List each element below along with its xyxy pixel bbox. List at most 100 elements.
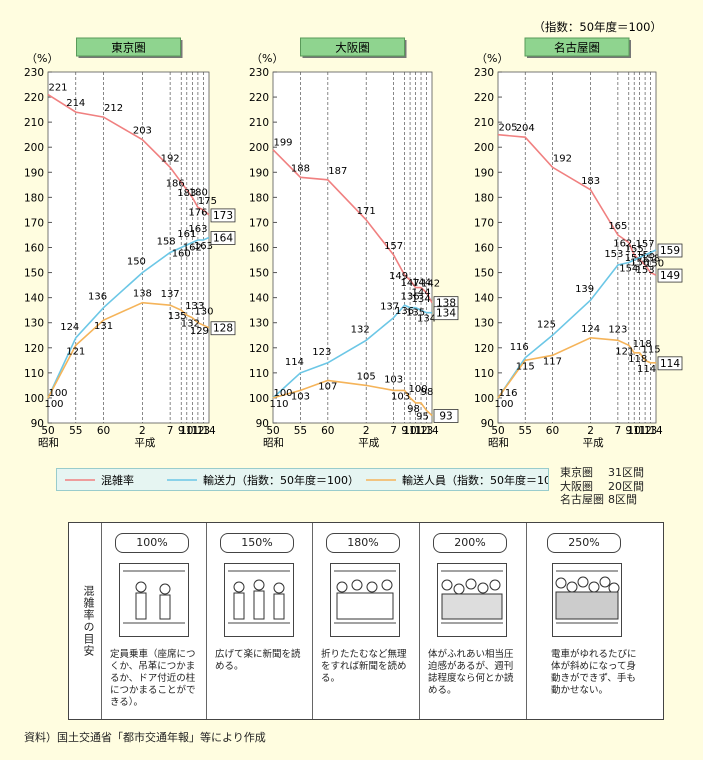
data-label-p: 132 <box>181 319 200 330</box>
y-tick-label: 200 <box>474 142 494 154</box>
y-tick-label: 100 <box>249 393 269 405</box>
data-label-t: 136 <box>401 292 420 303</box>
guide-item-100: 100% 定員乗車（座席につくか、吊革につかまるか、ドア付近の柱につかまることが… <box>101 523 206 719</box>
era-label-heisei: 平成 <box>583 437 604 449</box>
data-label-c: 180 <box>189 187 208 198</box>
x-tick-label: 11 <box>633 425 646 437</box>
data-label-t: 161 <box>177 229 196 240</box>
x-tick-label: 9 <box>401 425 408 437</box>
data-label-c: 199 <box>273 138 292 149</box>
end-value-c: 173 <box>213 210 233 222</box>
series-line-p <box>272 379 433 417</box>
y-tick-label: 100 <box>474 393 494 405</box>
x-tick-label: 12 <box>638 425 651 437</box>
y-tick-label: 90 <box>31 418 44 430</box>
data-label-c: 165 <box>608 221 627 232</box>
era-label-showa: 昭和 <box>488 437 509 449</box>
end-value-box-c <box>657 268 683 283</box>
y-tick-label: 210 <box>474 117 494 129</box>
data-label-p: 117 <box>543 356 562 367</box>
data-label-p: 121 <box>615 346 634 357</box>
data-label-c: 157 <box>625 253 644 264</box>
end-value-box-t <box>433 306 459 321</box>
end-value-box-p <box>657 356 683 371</box>
y-tick-label: 200 <box>249 142 269 154</box>
charts-area: （指数：50年度＝100） 90100110120130140150160170… <box>24 20 683 449</box>
data-label-t: 136 <box>88 292 107 303</box>
data-label-t: 137 <box>380 302 399 313</box>
y-tick-label: 230 <box>249 67 269 79</box>
guide-desc-250: 電車がゆれるたびに体が斜めになって身動きができず、手も動かせない。 <box>551 649 637 696</box>
chart-title-box <box>300 37 405 57</box>
data-label-c: 183 <box>177 188 196 199</box>
x-tick-label: 11 <box>186 425 199 437</box>
y-axis-unit: （%） <box>251 52 283 65</box>
y-tick-label: 150 <box>474 268 494 280</box>
y-tick-label: 140 <box>249 293 269 305</box>
data-label-t: 135 <box>406 308 425 319</box>
data-label-p: 133 <box>185 301 204 312</box>
crowd-illustration-150 <box>224 563 294 637</box>
data-label-t: 124 <box>60 322 79 333</box>
data-label-p: 124 <box>581 324 600 335</box>
data-label-p: 115 <box>642 344 661 355</box>
rate-badge-150: 150% <box>220 533 294 553</box>
x-tick-label: 2 <box>139 425 146 437</box>
data-label-c: 176 <box>188 207 207 218</box>
data-label-p: 98 <box>407 404 420 415</box>
x-tick-label: 10 <box>403 425 416 437</box>
y-tick-label: 170 <box>24 217 44 229</box>
y-tick-label: 180 <box>474 192 494 204</box>
data-label-c: 153 <box>636 265 655 276</box>
data-label-c: 144 <box>412 278 431 289</box>
data-label-p: 121 <box>66 346 85 357</box>
y-tick-label: 230 <box>474 67 494 79</box>
data-label-c: 192 <box>161 153 180 164</box>
x-tick-label: 9 <box>625 425 632 437</box>
x-tick-label: 12 <box>191 425 204 437</box>
end-value-c: 149 <box>660 270 680 282</box>
y-tick-label: 90 <box>256 418 269 430</box>
end-value-p: 128 <box>213 323 233 335</box>
y-tick-label: 110 <box>24 368 44 380</box>
y-tick-label: 110 <box>474 368 494 380</box>
series-line-c <box>272 149 433 304</box>
legend: 混雑率 輸送力（指数：50年度＝100） 輸送人員（指数：50年度＝100） <box>56 468 549 491</box>
data-label-c: 157 <box>384 241 403 252</box>
y-tick-label: 190 <box>249 167 269 179</box>
end-value-box-t <box>210 231 236 245</box>
data-label-p: 105 <box>357 371 376 382</box>
series-line-p <box>47 301 210 399</box>
data-label-t: 153 <box>604 249 623 260</box>
chart-title: 東京圏 <box>111 41 146 55</box>
data-label-c: 150 <box>645 259 664 270</box>
y-tick-label: 160 <box>24 243 44 255</box>
y-tick-label: 220 <box>24 92 44 104</box>
data-label-c: 205 <box>498 123 517 134</box>
data-label-t: 162 <box>183 242 202 253</box>
data-label-t: 110 <box>269 399 288 410</box>
rate-badge-100: 100% <box>115 533 189 553</box>
plot-area <box>272 71 433 424</box>
data-label-t: 154 <box>619 264 638 275</box>
data-label-c: 171 <box>357 206 376 217</box>
x-tick-label: 55 <box>294 425 307 437</box>
x-tick-label: 9 <box>178 425 185 437</box>
data-label-t: 156 <box>630 258 649 269</box>
y-tick-label: 220 <box>474 92 494 104</box>
data-label-t: 139 <box>575 284 594 295</box>
chart-nagoya: 9010011012013014015016017018019020021022… <box>474 37 683 449</box>
data-label-p: 116 <box>498 388 517 399</box>
crowd-illustration-180 <box>330 563 400 637</box>
y-axis-unit: （%） <box>26 52 58 65</box>
section-counts: 東京圏 31区間 大阪圏 20区間 名古屋圏 8区間 <box>560 466 644 507</box>
x-tick-label: 55 <box>69 425 82 437</box>
guide-label: 混雑率の目安 <box>82 585 95 657</box>
chart-title-box <box>524 37 630 57</box>
data-label-c: 147 <box>401 278 420 289</box>
x-tick-label: 2 <box>363 425 370 437</box>
guide-desc-150: 広げて楽に新聞を読める。 <box>215 649 301 672</box>
data-label-p: 118 <box>628 354 647 365</box>
series-line-c <box>47 93 210 216</box>
legend-capacity: 輸送力（指数：50年度＝100） <box>203 473 359 487</box>
